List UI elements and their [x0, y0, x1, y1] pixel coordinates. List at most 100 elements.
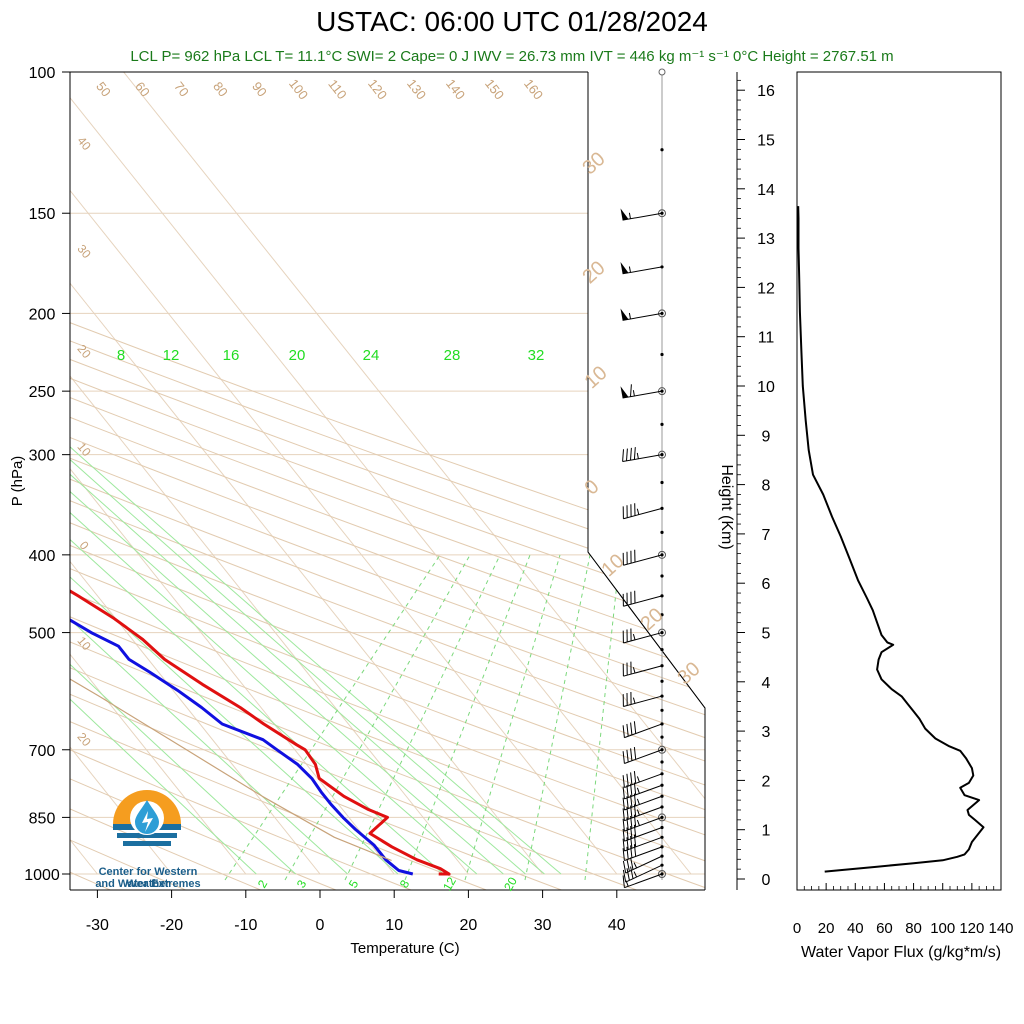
- wind-barb-feather: [622, 875, 625, 888]
- wind-barb-half-feather: [633, 871, 638, 878]
- dry-adiabat-line: [70, 522, 705, 762]
- wind-barb: [622, 771, 663, 788]
- mixing-ratio-line: [70, 538, 444, 875]
- isotherm-line: [70, 467, 395, 875]
- wind-barb: [622, 661, 663, 677]
- dry-adiabat-line: [70, 478, 705, 716]
- dry-adiabat-line: [70, 616, 705, 862]
- wind-level-marker: [658, 209, 666, 218]
- dry-adiabat-line: [70, 808, 263, 890]
- wind-barb-staff: [624, 795, 663, 811]
- flux-axis-label: Water Vapor Flux (g/kg*m/s): [801, 944, 1001, 961]
- y-tick-label: 500: [29, 626, 56, 643]
- wind-level-marker: [658, 745, 666, 754]
- isotherm-line: [70, 375, 469, 875]
- wind-barb-half-feather: [636, 798, 640, 805]
- isotherm-line: [70, 282, 543, 875]
- isotherm-label: 90: [249, 79, 270, 100]
- isotherm-label: 160: [521, 76, 546, 102]
- dry-adiabat-line: [70, 436, 705, 672]
- moist-adiabat-line: [404, 554, 531, 881]
- y-tick-label: 150: [29, 206, 56, 223]
- wind-level-dot: [660, 574, 664, 578]
- height-tick-label: 15: [757, 133, 775, 150]
- height-tick-label: 16: [757, 83, 775, 100]
- height-axis-label: Height (Km): [718, 464, 735, 549]
- dry-adiabat-line: [70, 416, 705, 650]
- dry-adiabat-line: [70, 500, 705, 739]
- height-tick-label: 7: [762, 527, 771, 544]
- wind-barb-feather: [633, 447, 636, 460]
- wind-barb: [622, 747, 663, 764]
- wind-barb-feather: [622, 786, 625, 799]
- wind-level-marker: [658, 387, 666, 396]
- wind-barb-staff: [625, 864, 663, 883]
- isotherm-label: 80: [210, 79, 231, 100]
- isotherm-label: 0: [77, 538, 92, 552]
- wind-level-dot: [660, 735, 664, 739]
- wind-barb-staff: [624, 836, 663, 852]
- wind-barb-staff: [623, 632, 663, 644]
- wind-barb-half-feather: [632, 390, 635, 397]
- moist-adiabat-line: [344, 554, 501, 881]
- wind-barb-staff: [623, 665, 663, 677]
- isotherm-label: 40: [74, 134, 94, 153]
- moist-adiabat-line: [284, 554, 471, 881]
- isotherm-label: 70: [171, 79, 192, 100]
- height-tick-label: 9: [762, 428, 771, 445]
- wind-level-dot: [660, 530, 664, 534]
- mixing-ratio-line: [70, 473, 526, 875]
- wind-barb-half-feather: [628, 312, 631, 320]
- height-tick-label: 12: [757, 280, 775, 297]
- wind-barb: [622, 855, 663, 874]
- wind-barb-feather: [633, 721, 637, 734]
- wind-barb: [622, 864, 663, 883]
- wind-barb-staff: [624, 723, 663, 739]
- isotherm-label: 60: [132, 79, 153, 100]
- isotherm-label: 20: [74, 342, 94, 361]
- mixing-ratio-label: 24: [363, 347, 380, 364]
- x-tick-label: 40: [608, 917, 626, 934]
- wind-barb-staff: [622, 312, 663, 321]
- height-tick-label: 10: [757, 379, 775, 396]
- wind-barb-staff: [623, 554, 663, 566]
- wind-barb-feather: [630, 447, 632, 461]
- wind-barb-staff: [625, 855, 663, 874]
- wind-barb-half-feather: [632, 697, 636, 704]
- wind-barb-flag: [620, 308, 629, 321]
- y-tick-label: 850: [29, 810, 56, 827]
- wind-barb-feather: [626, 868, 630, 881]
- dry-adiabat-line: [70, 322, 705, 550]
- wind-barb: [622, 590, 663, 607]
- wind-barb-half-feather: [636, 776, 640, 783]
- x-tick-label: -20: [160, 917, 183, 934]
- wind-barb: [622, 782, 663, 800]
- wind-barb: [620, 308, 663, 321]
- y-tick-label: 250: [29, 384, 56, 401]
- wind-barb-staff: [624, 873, 663, 889]
- dry-adiabat-line: [70, 591, 705, 836]
- wind-barb-half-feather: [636, 508, 640, 515]
- wind-barb-flag: [620, 386, 629, 399]
- wind-level-dot: [660, 664, 664, 668]
- dry-adiabat-line: [70, 544, 705, 786]
- wind-barb-staff: [624, 827, 663, 842]
- wind-barb-feather: [626, 448, 628, 461]
- wind-barb-staff: [622, 266, 663, 275]
- dry-adiabat-line: [70, 667, 639, 890]
- mixing-ratio-label: 5: [346, 877, 362, 890]
- y-tick-label: 300: [29, 448, 56, 465]
- wind-barb: [622, 447, 663, 463]
- temperature-profile-line: [70, 589, 451, 876]
- wind-barb-half-feather: [633, 862, 638, 869]
- wind-barb-feather: [626, 859, 630, 872]
- isotherm-label: 100: [286, 76, 311, 102]
- wind-barb-half-feather: [636, 819, 640, 826]
- wind-barb-flag: [620, 208, 629, 221]
- wind-barb-feather: [633, 771, 637, 784]
- flux-tick-label: 120: [959, 920, 984, 937]
- wind-barb-feather: [630, 857, 634, 870]
- wind-barb-staff: [622, 390, 663, 399]
- wind-level-dot: [660, 211, 664, 215]
- mixing-ratio-label: 16: [223, 347, 240, 364]
